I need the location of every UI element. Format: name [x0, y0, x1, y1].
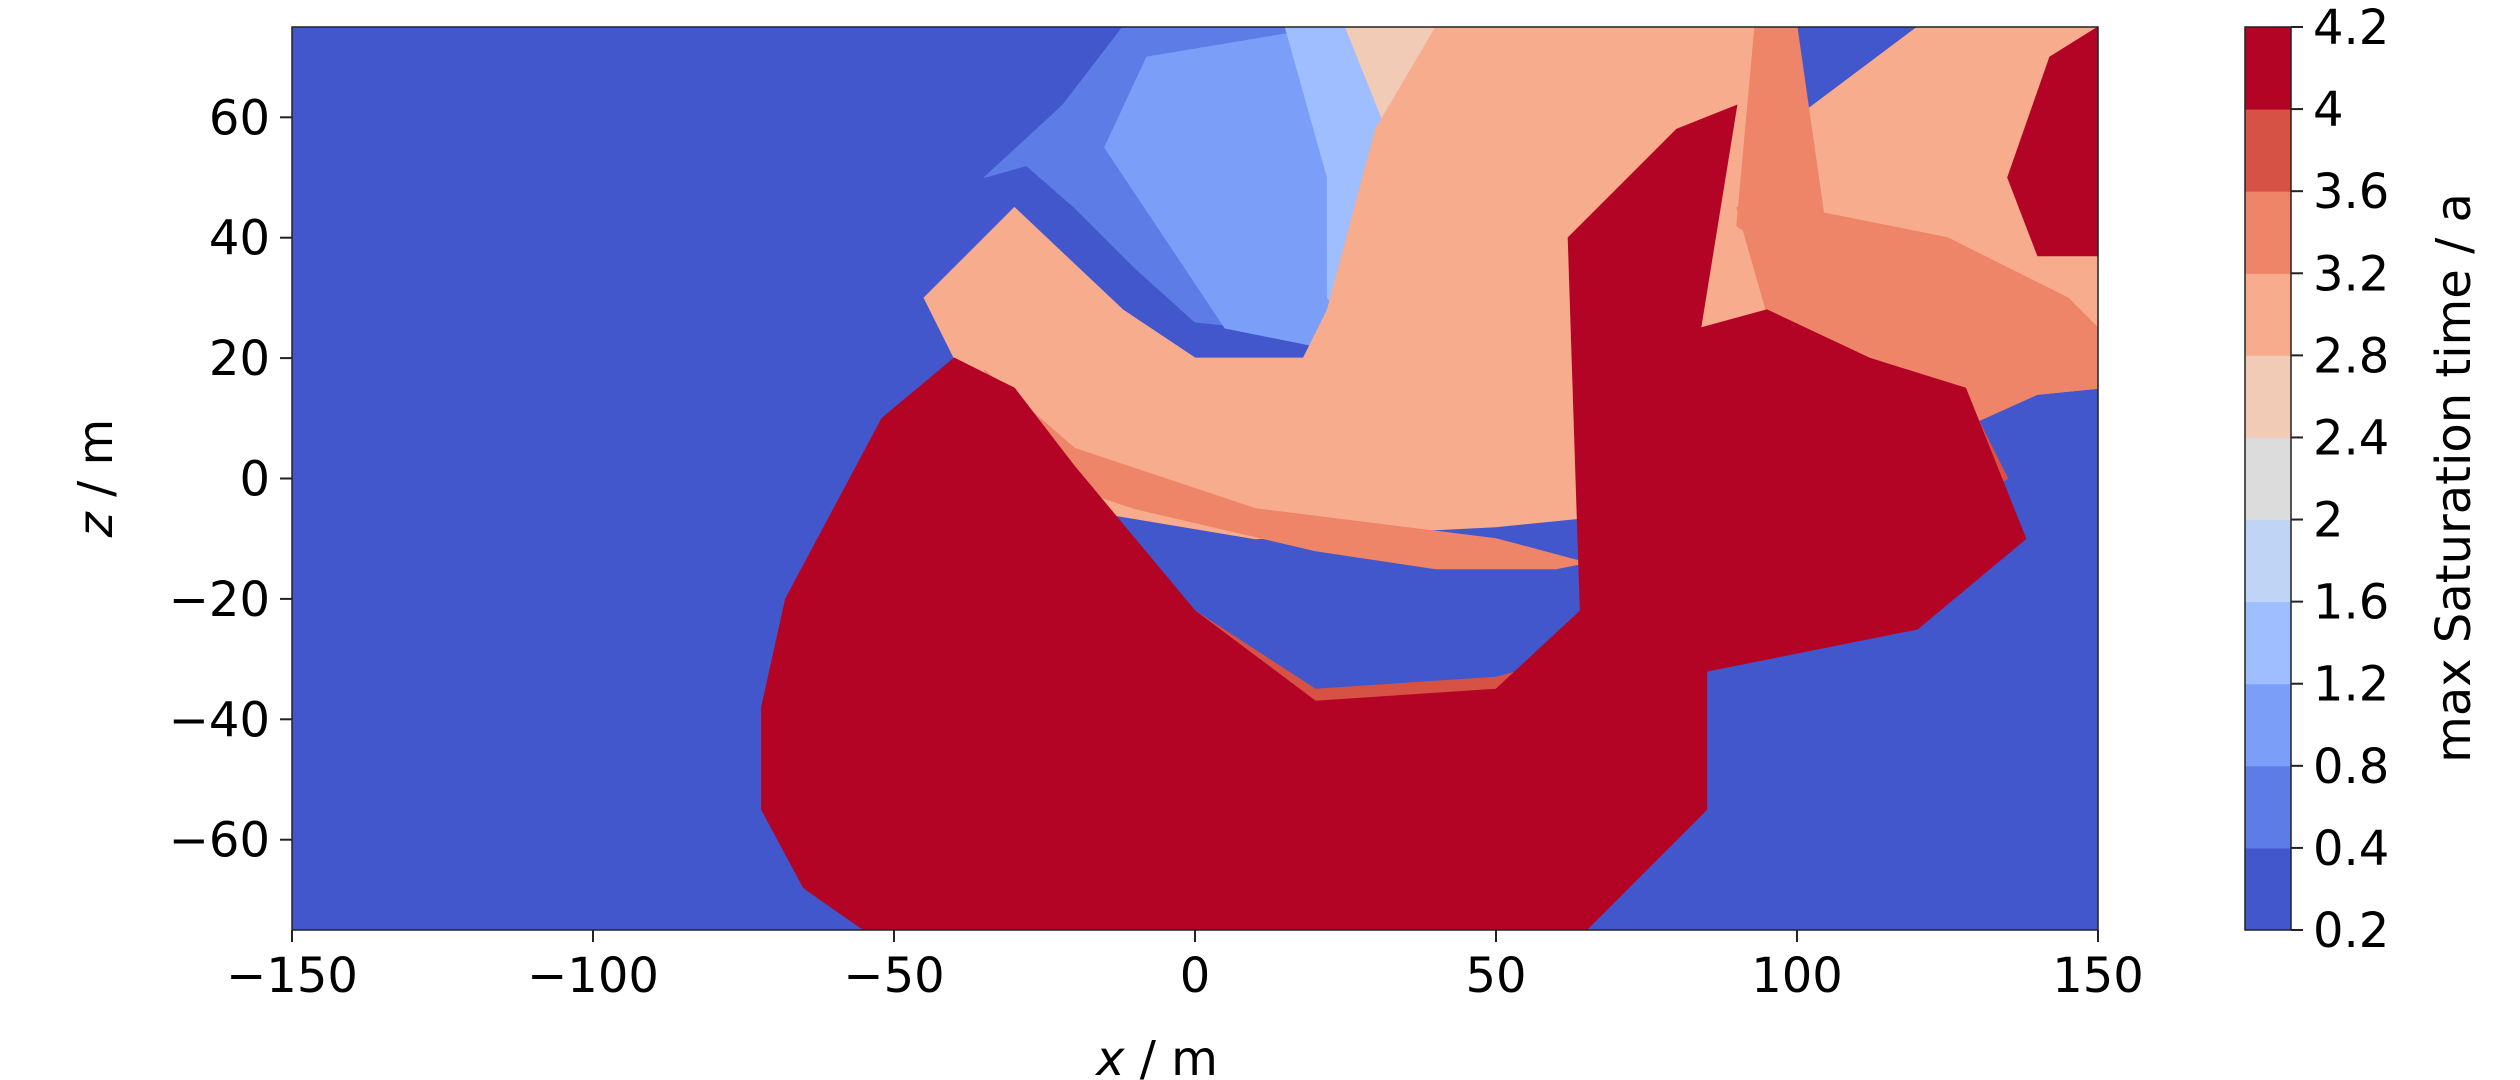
- colorbar-swatch: [2245, 683, 2291, 767]
- colorbar-swatch: [2245, 601, 2291, 685]
- y-tick-label: −40: [169, 692, 270, 748]
- colorbar-swatch: [2245, 27, 2291, 110]
- x-tick-label: 0: [1180, 948, 1211, 1004]
- colorbar-tick-label: 0.2: [2313, 903, 2389, 959]
- contour-region-lower-red-basin: [761, 104, 2027, 930]
- colorbar-frame: [2244, 26, 2292, 931]
- colorbar-swatch: [2245, 273, 2291, 356]
- x-axis: −150 −100 −50 0 50 100 150: [226, 930, 2144, 1004]
- colorbar-swatch: [2245, 765, 2291, 849]
- x-tick-label: 150: [2052, 948, 2144, 1004]
- colorbar-title: max Saturation time / a: [2426, 193, 2482, 763]
- x-tick-label: −50: [843, 948, 944, 1004]
- colorbar-tick-label: 1.6: [2313, 575, 2389, 631]
- y-axis-title: z / m: [68, 419, 124, 539]
- colorbar-tick-label: 2.4: [2313, 410, 2389, 466]
- colorbar-swatch: [2245, 519, 2291, 603]
- y-tick-label: 40: [209, 211, 270, 267]
- colorbar-tick-label: 2.8: [2313, 328, 2389, 384]
- colorbar-swatch: [2245, 191, 2291, 274]
- colorbar-swatch: [2245, 355, 2291, 438]
- colorbar-tick-label: 4.2: [2313, 0, 2389, 56]
- x-tick-label: 100: [1751, 948, 1843, 1004]
- y-axis: −60 −40 −20 0 20 40 60: [169, 90, 292, 869]
- colorbar-tick-label: 0.4: [2313, 821, 2389, 877]
- colorbar-swatch: [2245, 847, 2291, 931]
- y-tick-label: −60: [169, 813, 270, 869]
- colorbar-tick-label: 3.6: [2313, 164, 2389, 220]
- x-axis-title: x / m: [1094, 1031, 1218, 1080]
- colorbar: 0.2 0.4 0.8 1.2 1.6 2 2.4 2.8 3.2 3.6 4 4.2: [2244, 0, 2389, 959]
- x-tick-label: −100: [527, 948, 659, 1004]
- colorbar-tick-label: 4: [2313, 82, 2344, 138]
- colorbar-tick-label: 0.8: [2313, 739, 2389, 795]
- y-tick-label: 60: [209, 90, 270, 146]
- colorbar-swatch: [2245, 437, 2291, 521]
- x-tick-label: −150: [226, 948, 358, 1004]
- contour-region-right-orange-wedge: [1736, 27, 1828, 269]
- x-tick-label: 50: [1465, 948, 1526, 1004]
- colorbar-tick-label: 3.2: [2313, 246, 2389, 302]
- y-tick-label: 20: [209, 331, 270, 387]
- colorbar-tick-label: 1.2: [2313, 657, 2389, 713]
- colorbar-tick-label: 2: [2313, 493, 2344, 549]
- colorbar-swatch: [2245, 109, 2291, 192]
- contour-region-right-red-pocket: [2007, 27, 2098, 257]
- y-tick-label: −20: [169, 572, 270, 628]
- y-tick-label: 0: [239, 452, 270, 508]
- plot-area: [292, 27, 2098, 930]
